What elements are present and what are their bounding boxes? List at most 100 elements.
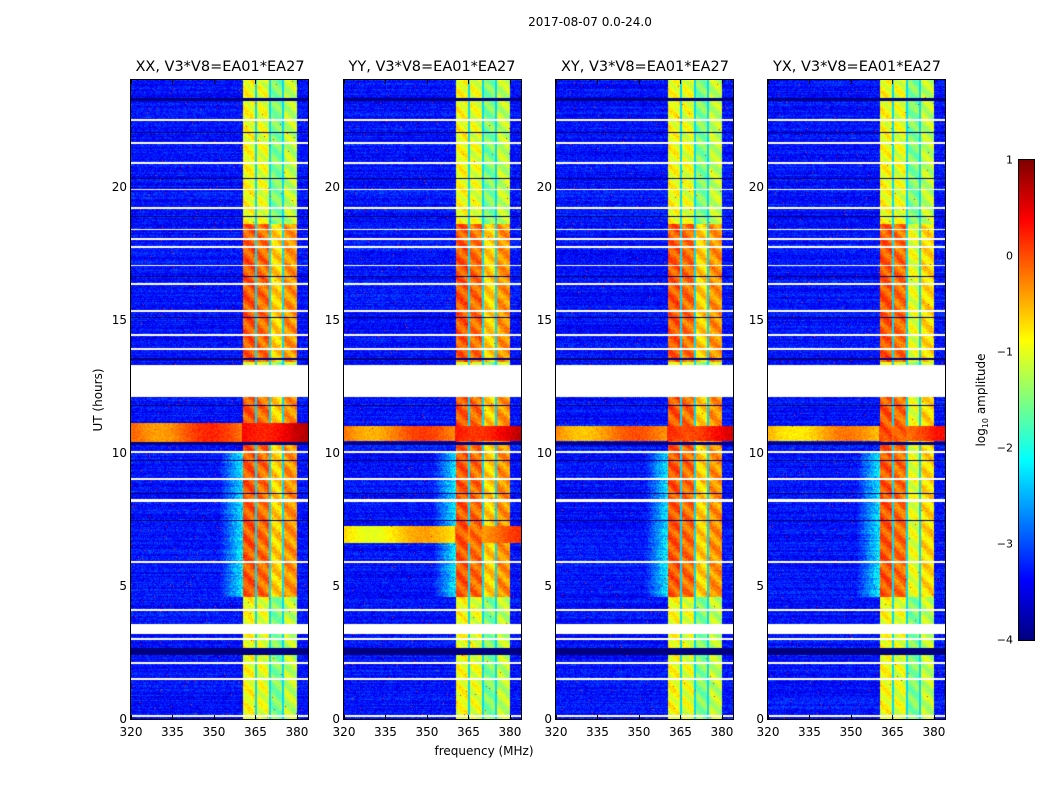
- x-tick-label: 350: [415, 725, 439, 739]
- figure-title: 2017-08-07 0.0-24.0: [528, 15, 652, 29]
- x-tick-mark: [213, 715, 215, 719]
- x-tick-mark: [768, 715, 769, 719]
- y-tick-label: 0: [332, 712, 340, 726]
- x-tick-mark: [385, 80, 387, 84]
- y-tick-label: 5: [119, 578, 127, 593]
- y-tick-label: 20: [536, 179, 552, 194]
- x-tick-mark: [344, 715, 345, 719]
- x-tick-label: 335: [798, 725, 821, 739]
- x-tick-mark: [638, 715, 640, 719]
- heatmap-yy: [344, 80, 521, 719]
- y-tick-label: 10: [748, 445, 764, 460]
- x-tick-mark: [296, 80, 298, 84]
- x-tick-label: 380: [922, 725, 946, 739]
- x-tick-mark: [933, 80, 935, 84]
- panel-title-yy: YY, V3*V8=EA01*EA27: [348, 59, 516, 75]
- x-tick-mark: [809, 715, 811, 719]
- heatmap-panel-xx: [130, 79, 309, 720]
- y-tick-label: 15: [748, 312, 764, 327]
- x-tick-label: 320: [332, 725, 356, 739]
- x-tick-label: 335: [374, 725, 397, 739]
- y-tick-label: 0: [544, 712, 552, 726]
- y-tick-label: 0: [119, 712, 127, 726]
- heatmap-xy: [556, 80, 733, 719]
- x-tick-mark: [172, 715, 174, 719]
- colorbar-label-rest: amplitude: [973, 353, 988, 418]
- x-tick-label: 320: [544, 725, 568, 739]
- x-tick-label: 380: [710, 725, 734, 739]
- x-tick-label: 320: [119, 725, 143, 739]
- x-tick-mark: [131, 80, 132, 84]
- x-tick-mark: [768, 80, 769, 84]
- x-tick-label: 365: [669, 725, 692, 739]
- panel-title-xx: XX, V3*V8=EA01*EA27: [135, 59, 305, 75]
- x-tick-mark: [213, 80, 215, 84]
- colorbar-tick-label: −1: [996, 345, 1013, 359]
- colorbar-tick-label: 1: [1006, 153, 1013, 167]
- heatmap-xx: [131, 80, 308, 719]
- y-tick-label: 15: [111, 312, 127, 327]
- y-tick-label: 0: [756, 712, 764, 726]
- colorbar: [1018, 159, 1035, 641]
- x-tick-mark: [426, 715, 428, 719]
- x-tick-label: 380: [498, 725, 522, 739]
- y-tick-label: 15: [536, 312, 552, 327]
- colorbar-label: log10 amplitude: [974, 354, 990, 447]
- colorbar-tick-label: −2: [996, 441, 1013, 455]
- x-tick-label: 350: [202, 725, 226, 739]
- x-tick-label: 350: [839, 725, 863, 739]
- colorbar-tick-label: −4: [996, 633, 1013, 647]
- x-tick-mark: [721, 80, 723, 84]
- x-tick-mark: [721, 715, 723, 719]
- x-tick-mark: [296, 715, 298, 719]
- x-axis-label: frequency (MHz): [434, 744, 534, 758]
- y-tick-label: 10: [536, 445, 552, 460]
- x-tick-mark: [172, 80, 174, 84]
- x-tick-label: 320: [756, 725, 780, 739]
- y-tick-label: 5: [544, 578, 552, 593]
- x-tick-mark: [468, 80, 470, 84]
- x-tick-mark: [131, 715, 132, 719]
- heatmap-panel-yx: [767, 79, 946, 720]
- x-tick-mark: [850, 715, 852, 719]
- x-tick-mark: [509, 80, 511, 84]
- x-tick-mark: [892, 80, 894, 84]
- y-tick-label: 5: [756, 578, 764, 593]
- x-tick-label: 365: [457, 725, 480, 739]
- panel-title-yx: YX, V3*V8=EA01*EA27: [772, 59, 942, 75]
- x-tick-mark: [344, 80, 345, 84]
- y-tick-label: 10: [324, 445, 340, 460]
- x-tick-label: 335: [586, 725, 609, 739]
- colorbar-label-log: log: [973, 428, 988, 447]
- x-tick-mark: [255, 715, 257, 719]
- colorbar-tick-label: 0: [1006, 249, 1013, 263]
- y-tick-label: 20: [111, 179, 127, 194]
- colorbar-label-sub: 10: [981, 417, 991, 429]
- x-tick-mark: [933, 715, 935, 719]
- heatmap-yx: [768, 80, 945, 719]
- y-tick-label: 20: [748, 179, 764, 194]
- x-tick-mark: [597, 80, 599, 84]
- x-tick-mark: [597, 715, 599, 719]
- y-axis-label: UT (hours): [91, 368, 105, 432]
- x-tick-label: 365: [244, 725, 267, 739]
- x-tick-mark: [509, 715, 511, 719]
- heatmap-panel-yy: [343, 79, 522, 720]
- y-tick-label: 15: [324, 312, 340, 327]
- y-tick-label: 10: [111, 445, 127, 460]
- x-tick-mark: [468, 715, 470, 719]
- x-tick-mark: [638, 80, 640, 84]
- heatmap-panel-xy: [555, 79, 734, 720]
- x-tick-mark: [255, 80, 257, 84]
- x-tick-mark: [680, 715, 682, 719]
- x-tick-mark: [556, 80, 557, 84]
- x-tick-mark: [385, 715, 387, 719]
- x-tick-mark: [850, 80, 852, 84]
- x-tick-label: 380: [285, 725, 309, 739]
- x-tick-mark: [809, 80, 811, 84]
- x-tick-mark: [426, 80, 428, 84]
- x-tick-label: 365: [881, 725, 904, 739]
- y-tick-label: 20: [324, 179, 340, 194]
- x-tick-label: 335: [161, 725, 184, 739]
